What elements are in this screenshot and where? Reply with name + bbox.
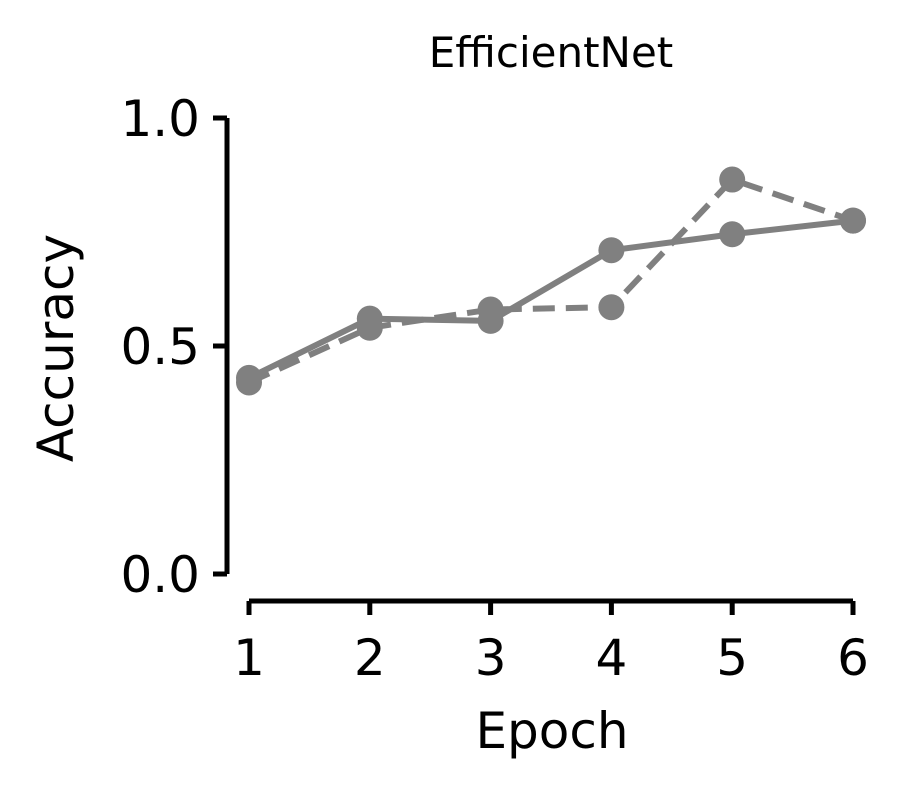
x-ticks: 1 2 3 4 5 6 <box>233 601 869 687</box>
x-tick-label: 1 <box>233 629 265 687</box>
series-dashed <box>236 166 866 396</box>
chart-title: EfficientNet <box>429 28 674 77</box>
y-ticks: 0.0 0.5 1.0 <box>120 90 227 604</box>
x-tick-label: 2 <box>354 629 386 687</box>
x-tick-label: 6 <box>837 629 869 687</box>
data-point <box>477 296 504 323</box>
x-tick-label: 5 <box>716 629 748 687</box>
data-point <box>719 221 746 248</box>
data-point <box>598 237 625 264</box>
data-point <box>236 369 262 396</box>
data-point <box>356 314 383 341</box>
series-solid <box>236 207 866 391</box>
x-tick-label: 3 <box>475 629 507 687</box>
series-layer <box>236 166 866 396</box>
y-tick-label: 0.0 <box>120 546 200 604</box>
series-line-dashed <box>247 176 854 386</box>
y-tick-label: 1.0 <box>120 90 200 148</box>
data-point <box>719 166 746 193</box>
x-tick-label: 4 <box>595 629 627 687</box>
x-axis-label: Epoch <box>475 702 628 760</box>
series-line-solid <box>246 217 856 381</box>
data-point <box>840 207 866 234</box>
data-point <box>598 294 625 321</box>
y-axis-label: Accuracy <box>27 234 85 462</box>
y-tick-label: 0.5 <box>120 318 200 376</box>
